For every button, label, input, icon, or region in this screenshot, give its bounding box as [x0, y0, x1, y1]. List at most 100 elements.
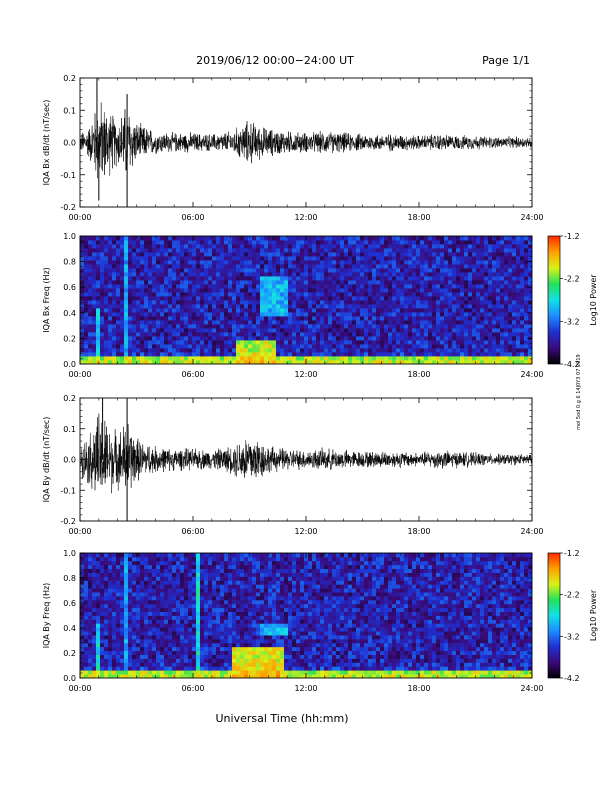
heatmap-cell — [472, 344, 477, 349]
heatmap-cell — [268, 236, 273, 241]
heatmap-cell — [328, 642, 333, 648]
heatmap-cell — [472, 260, 477, 265]
heatmap-cell — [96, 304, 101, 309]
heatmap-cell — [244, 332, 249, 337]
heatmap-cell — [508, 288, 513, 293]
heatmap-cell — [320, 650, 325, 655]
heatmap-cell — [400, 658, 405, 663]
heatmap-cell — [460, 304, 465, 309]
heatmap-cell — [508, 332, 513, 337]
heatmap-cell — [376, 316, 381, 321]
heatmap-cell — [320, 244, 325, 249]
heatmap-cell — [112, 356, 117, 361]
heatmap-cell — [180, 332, 185, 337]
heatmap-cell — [252, 284, 257, 289]
heatmap-cell — [400, 264, 405, 269]
heatmap-cell — [180, 340, 185, 345]
heatmap-cell — [492, 276, 497, 281]
heatmap-cell — [372, 312, 377, 317]
heatmap-cell — [384, 332, 389, 337]
heatmap-cell — [528, 658, 532, 663]
heatmap-cell — [240, 244, 245, 249]
heatmap-cell — [136, 328, 141, 333]
heatmap-cell — [296, 256, 301, 261]
heatmap-cell — [104, 256, 109, 261]
heatmap-cell — [264, 654, 269, 659]
heatmap-cell — [388, 272, 393, 277]
heatmap-cell — [96, 328, 101, 333]
heatmap-cell — [108, 308, 113, 313]
heatmap-cell — [92, 666, 97, 671]
heatmap-cell — [460, 308, 465, 313]
heatmap-cell — [124, 252, 129, 257]
heatmap-cell — [516, 272, 521, 277]
heatmap-cell — [312, 236, 317, 241]
heatmap-cell — [352, 300, 357, 305]
heatmap-cell — [80, 352, 85, 357]
heatmap-cell — [188, 264, 193, 269]
heatmap-cell — [456, 260, 461, 265]
heatmap-cell — [112, 328, 117, 333]
heatmap-cell — [520, 264, 525, 269]
heatmap-cell — [436, 336, 441, 341]
heatmap-cell — [260, 360, 265, 364]
heatmap-cell — [116, 288, 121, 293]
heatmap-cell — [108, 292, 113, 297]
heatmap-cell — [260, 244, 265, 249]
heatmap-cell — [200, 324, 205, 329]
heatmap-cell — [332, 340, 337, 345]
heatmap-cell — [240, 666, 245, 671]
heatmap-cell — [348, 658, 353, 663]
heatmap-cell — [476, 662, 481, 667]
heatmap-cell — [308, 352, 313, 357]
heatmap-cell — [96, 264, 101, 269]
heatmap-cell — [336, 260, 341, 265]
heatmap-cell — [288, 674, 293, 678]
heatmap-cell — [144, 320, 149, 325]
heatmap-cell — [312, 360, 317, 364]
heatmap-cell — [336, 332, 341, 337]
heatmap-cell — [92, 296, 97, 301]
heatmap-cell — [424, 312, 429, 317]
heatmap-cell — [208, 642, 213, 648]
heatmap-cell — [308, 356, 313, 361]
heatmap-cell — [508, 308, 513, 313]
heatmap-cell — [500, 240, 505, 245]
heatmap-cell — [292, 324, 297, 329]
heatmap-cell — [300, 272, 305, 277]
heatmap-cell — [224, 316, 229, 321]
heatmap-cell — [288, 288, 293, 293]
plot-frame — [79, 77, 533, 208]
heatmap-cell — [204, 324, 209, 329]
heatmap-cell — [152, 268, 157, 273]
heatmap-cell — [296, 268, 301, 273]
heatmap-cell — [364, 260, 369, 265]
heatmap-cell — [156, 244, 161, 249]
heatmap-cell — [476, 252, 481, 257]
heatmap-cell — [408, 252, 413, 257]
heatmap-cell — [144, 650, 149, 655]
heatmap-cell — [376, 248, 381, 253]
heatmap-cell — [100, 642, 105, 648]
heatmap-cell — [492, 646, 497, 652]
heatmap-cell — [252, 360, 257, 364]
heatmap-cell — [204, 248, 209, 253]
heatmap-cell — [164, 240, 169, 245]
heatmap-cell — [124, 646, 129, 652]
heatmap-cell — [392, 268, 397, 273]
heatmap-cell — [140, 236, 145, 241]
heatmap-cell — [452, 340, 457, 345]
heatmap-cell — [512, 236, 517, 241]
y-tick-label: 0.0 — [63, 139, 76, 148]
heatmap-cell — [184, 244, 189, 249]
heatmap-cell — [156, 662, 161, 667]
heatmap-cell — [116, 300, 121, 305]
heatmap-cell — [164, 264, 169, 269]
heatmap-cell — [196, 296, 201, 301]
heatmap-cell — [296, 304, 301, 309]
heatmap-cell — [420, 276, 425, 281]
heatmap-cell — [288, 268, 293, 273]
heatmap-cell — [284, 312, 289, 317]
heatmap-cell — [304, 642, 309, 648]
heatmap-cell — [112, 304, 117, 309]
